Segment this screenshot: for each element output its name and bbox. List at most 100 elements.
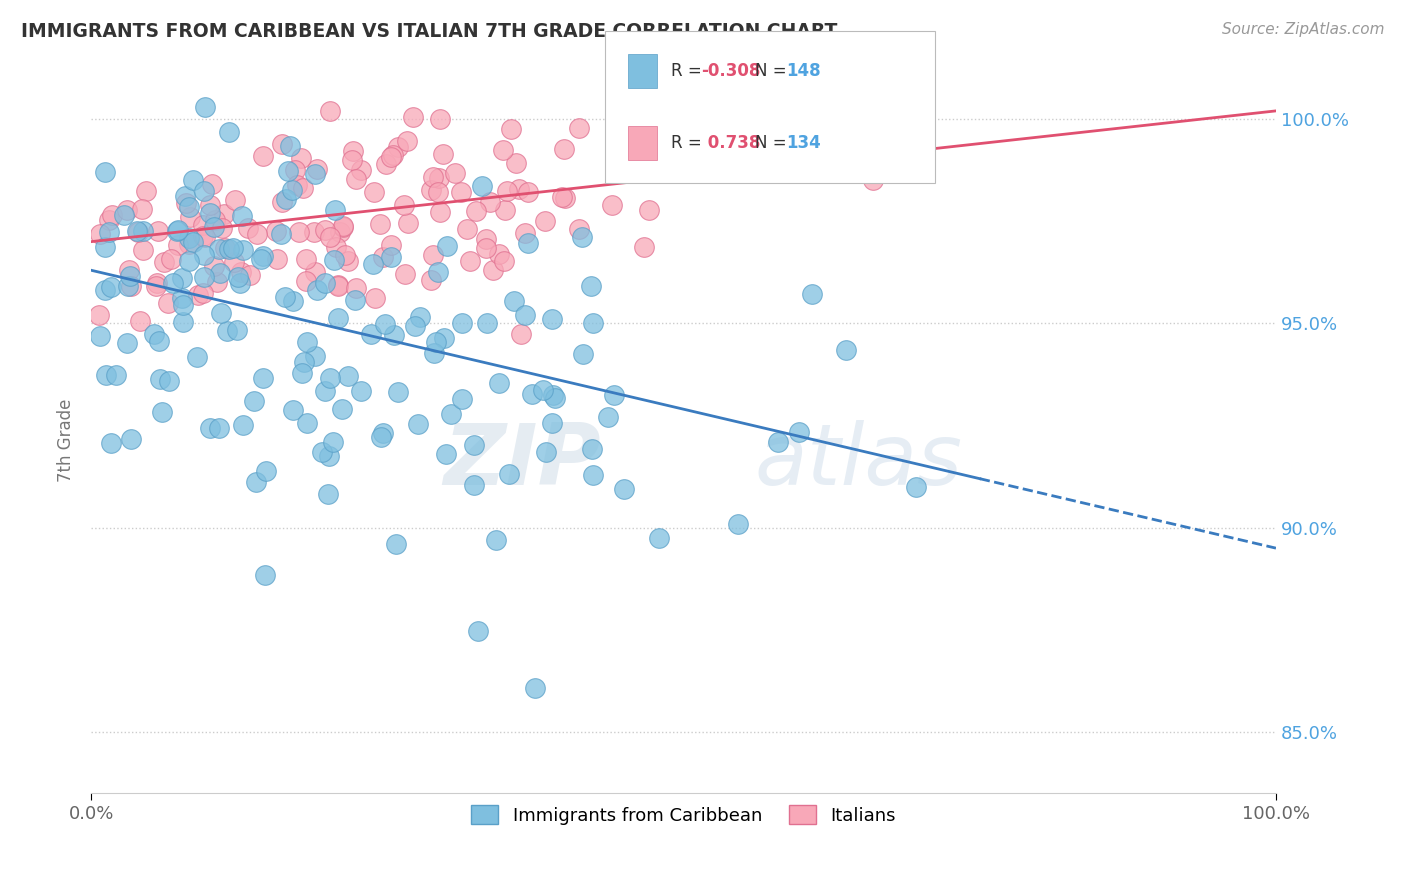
Text: 134: 134 — [786, 134, 821, 152]
Point — [217, 324, 239, 338]
Point — [720, 133, 742, 147]
Point — [104, 368, 127, 382]
Point — [638, 202, 661, 217]
Point — [148, 224, 170, 238]
Point — [187, 288, 209, 302]
Point — [534, 444, 557, 458]
Point — [344, 171, 367, 186]
Point — [179, 210, 201, 224]
Point — [465, 203, 488, 218]
Point — [370, 430, 392, 444]
Point — [162, 276, 184, 290]
Point — [181, 173, 204, 187]
Point — [283, 403, 305, 417]
Point — [208, 421, 231, 435]
Point — [120, 432, 142, 446]
Point — [304, 265, 326, 279]
Point — [475, 241, 498, 255]
Point — [801, 287, 824, 301]
Point — [420, 273, 443, 287]
Point — [214, 241, 236, 255]
Point — [513, 308, 536, 322]
Point — [87, 309, 110, 323]
Point — [581, 442, 603, 456]
Point — [314, 384, 336, 399]
Point — [396, 216, 419, 230]
Point — [167, 223, 190, 237]
Point — [271, 137, 294, 152]
Point — [198, 206, 221, 220]
Point — [541, 312, 564, 326]
Point — [579, 279, 602, 293]
Point — [100, 436, 122, 450]
Point — [322, 435, 344, 450]
Point — [409, 310, 432, 324]
Point — [510, 326, 533, 341]
Point — [118, 268, 141, 283]
Point — [319, 230, 342, 244]
Point — [93, 240, 115, 254]
Point — [239, 268, 262, 282]
Point — [429, 112, 451, 126]
Point — [508, 182, 530, 196]
Point — [541, 416, 564, 430]
Point — [617, 162, 640, 177]
Point — [543, 387, 565, 401]
Text: IMMIGRANTS FROM CARIBBEAN VS ITALIAN 7TH GRADE CORRELATION CHART: IMMIGRANTS FROM CARIBBEAN VS ITALIAN 7TH… — [21, 22, 838, 41]
Point — [101, 208, 124, 222]
Point — [382, 147, 405, 161]
Point — [520, 387, 543, 401]
Point — [231, 209, 253, 223]
Point — [432, 147, 454, 161]
Point — [482, 263, 505, 277]
Point — [157, 374, 180, 388]
Point — [344, 293, 367, 308]
Point — [598, 409, 620, 424]
Point — [332, 219, 354, 234]
Point — [127, 225, 149, 239]
Point — [193, 269, 215, 284]
Text: 148: 148 — [786, 62, 821, 80]
Point — [229, 276, 252, 290]
Point — [505, 156, 527, 170]
Point — [181, 235, 204, 249]
Point — [336, 369, 359, 384]
Legend: Immigrants from Caribbean, Italians: Immigrants from Caribbean, Italians — [463, 797, 905, 834]
Point — [177, 254, 200, 268]
Point — [120, 279, 142, 293]
Point — [503, 293, 526, 308]
Point — [330, 401, 353, 416]
Point — [426, 185, 449, 199]
Point — [479, 195, 502, 210]
Point — [97, 225, 120, 239]
Point — [193, 219, 215, 233]
Point — [159, 252, 181, 266]
Point — [295, 335, 318, 350]
Point — [243, 393, 266, 408]
Point — [329, 225, 352, 239]
Point — [337, 253, 360, 268]
Point — [385, 537, 408, 551]
Point — [114, 208, 136, 222]
Point — [831, 113, 853, 128]
Point — [202, 259, 225, 273]
Point — [361, 257, 384, 271]
Point — [132, 224, 155, 238]
Point — [201, 177, 224, 191]
Point — [250, 252, 273, 266]
Point — [100, 279, 122, 293]
Point — [429, 205, 451, 219]
Point — [274, 192, 297, 206]
Point — [488, 376, 510, 390]
Point — [475, 232, 498, 246]
Point — [531, 383, 554, 397]
Point — [516, 186, 538, 200]
Point — [166, 224, 188, 238]
Point — [333, 248, 356, 262]
Point — [404, 318, 426, 333]
Point — [517, 236, 540, 251]
Point — [277, 164, 299, 178]
Point — [325, 240, 347, 254]
Point — [209, 266, 232, 280]
Point — [194, 100, 217, 114]
